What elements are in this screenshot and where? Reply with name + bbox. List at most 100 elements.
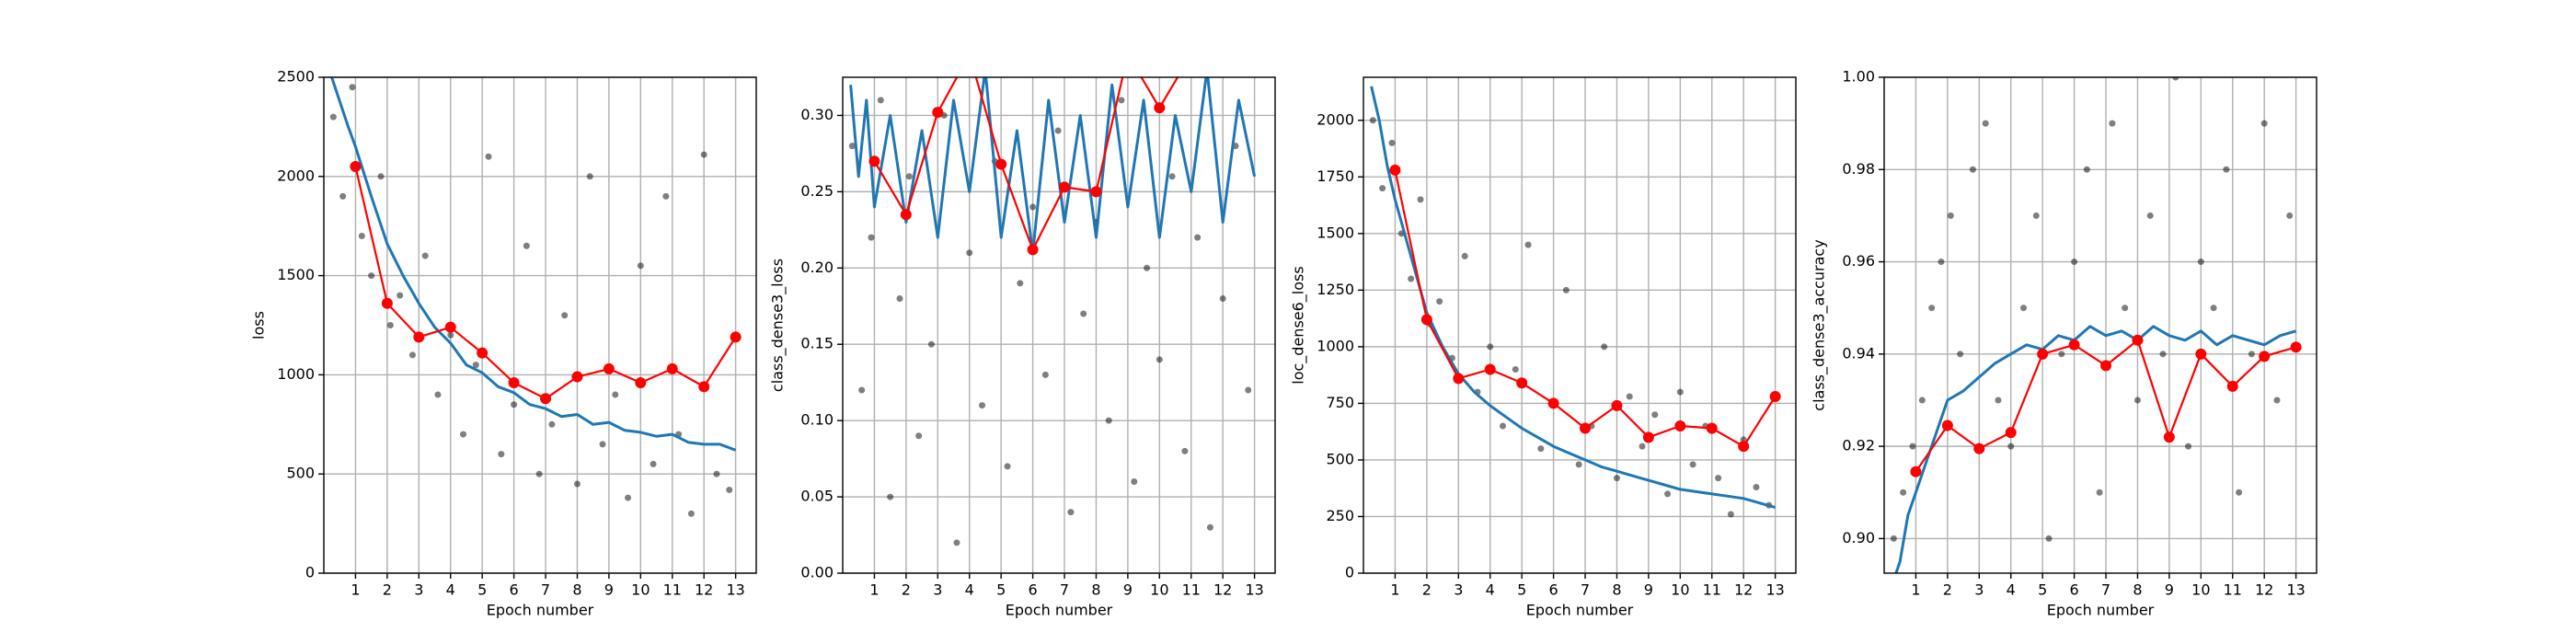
scatter-point (1639, 443, 1646, 450)
x-tick-label: 9 (1123, 581, 1133, 599)
scatter-point (1947, 212, 1954, 219)
y-tick-label: 1000 (277, 365, 315, 383)
scatter-point (511, 401, 518, 408)
y-tick-label: 0.92 (1842, 437, 1875, 454)
scatter-point (1080, 310, 1087, 317)
x-tick-label: 1 (1390, 581, 1399, 599)
y-tick-label: 250 (1326, 507, 1354, 524)
x-tick-label: 2 (383, 581, 392, 599)
y-tick-label: 750 (1326, 394, 1354, 411)
scatter-point (2058, 351, 2065, 358)
x-tick-label: 9 (2165, 581, 2174, 599)
x-tick-label: 13 (726, 581, 744, 599)
series-line (330, 77, 737, 452)
x-tick-label: 10 (631, 581, 650, 599)
x-tick-label: 3 (933, 581, 942, 599)
x-tick-label: 12 (2255, 581, 2273, 599)
x-tick-label: 7 (1581, 581, 1590, 599)
x-tick-label: 2 (902, 581, 911, 599)
scatter-point (2083, 166, 2090, 173)
y-tick-label: 0.15 (800, 335, 834, 352)
marker (2163, 431, 2175, 443)
x-tick-label: 8 (2133, 581, 2142, 599)
y-tick-label: 1250 (1317, 281, 1354, 298)
y-tick-label: 2000 (1317, 110, 1354, 128)
axes-frame (842, 76, 1276, 574)
scatter-point (1219, 294, 1226, 302)
y-tick-label: 0.20 (800, 259, 834, 276)
series-line (1370, 86, 1777, 510)
marker (1389, 164, 1401, 176)
scatter-point (548, 420, 556, 428)
marker (2195, 348, 2207, 360)
marker (2100, 360, 2112, 372)
y-tick-label: 0.94 (1842, 344, 1875, 362)
marker (900, 209, 912, 221)
scatter-point (2045, 535, 2053, 542)
scatter-point (586, 173, 593, 180)
scatter-point (561, 312, 569, 319)
scatter-point (650, 460, 657, 467)
x-tick-label: 12 (1734, 581, 1753, 599)
x-tick-label: 6 (1548, 581, 1558, 599)
x-tick-label: 1 (1911, 581, 1920, 599)
scatter-point (460, 431, 467, 438)
x-tick-label: 4 (446, 581, 455, 599)
scatter-point (386, 322, 394, 328)
y-tick-label: 0.90 (1842, 529, 1875, 546)
x-tick-label: 2 (1943, 581, 1952, 599)
marker (1611, 399, 1623, 411)
x-tick-label: 13 (1765, 581, 1784, 599)
scatter-point (1436, 298, 1443, 305)
scatter-point (858, 386, 866, 394)
y-tick-label: 1500 (1317, 224, 1354, 241)
axes-frame (323, 76, 757, 574)
scatter-point (2248, 351, 2255, 358)
y-tick-label: 1750 (1317, 167, 1354, 185)
scatter-point (905, 173, 913, 180)
marker (2226, 380, 2238, 392)
y-axis-label: loss (250, 311, 268, 339)
scatter-point (1041, 371, 1049, 378)
marker (2037, 348, 2049, 360)
y-tick-label: 0.00 (800, 564, 834, 581)
x-tick-label: 4 (1486, 581, 1495, 599)
scatter-point (877, 97, 884, 104)
y-axis-label: class_dense3_accuracy (1811, 239, 1829, 410)
scatter-point (1651, 411, 1659, 419)
scatter-point (1918, 397, 1926, 404)
scatter-point (2109, 120, 2116, 127)
marker (1122, 49, 1133, 60)
marker (666, 362, 678, 374)
scatter-point (848, 143, 856, 150)
marker (2259, 351, 2271, 362)
marker (1453, 373, 1465, 385)
scatter-point (1054, 127, 1062, 134)
scatter-point (2210, 305, 2217, 312)
x-tick-label: 1 (351, 581, 360, 599)
axes-frame (1883, 76, 2317, 574)
marker (1910, 466, 1922, 477)
scatter-point (2223, 166, 2230, 173)
x-tick-label: 13 (1245, 581, 1263, 599)
scatter-point (1461, 252, 1468, 259)
y-tick-label: 0.25 (800, 182, 834, 200)
marker (1674, 420, 1686, 432)
marker (508, 377, 520, 389)
plot-area (329, 77, 742, 517)
marker (730, 331, 742, 343)
x-tick-label: 5 (1517, 581, 1526, 599)
subplot: 1 2 3 4 5 6 7 8 9 10 11 12 130.000.050.100.150.200.2… (769, 49, 1276, 619)
marker (1706, 422, 1718, 434)
scatter-point (2020, 305, 2028, 312)
scatter-point (1626, 393, 1633, 400)
marker (1420, 314, 1432, 326)
marker (1642, 431, 1654, 443)
scatter-point (2185, 443, 2192, 450)
x-tick-label: 5 (2038, 581, 2047, 599)
x-tick-label: 11 (663, 581, 682, 599)
marker (1059, 181, 1071, 193)
y-tick-label: 0.10 (800, 411, 834, 429)
y-tick-label: 1000 (1317, 337, 1354, 354)
scatter-point (868, 234, 875, 241)
